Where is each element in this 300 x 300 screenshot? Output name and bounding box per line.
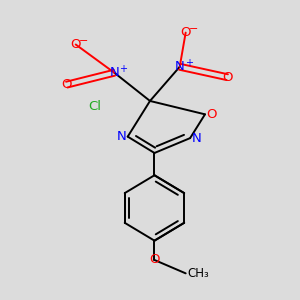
Text: O: O	[70, 38, 81, 51]
Text: N: N	[116, 130, 126, 143]
Text: O: O	[206, 108, 217, 121]
Text: O: O	[149, 254, 160, 266]
Text: CH₃: CH₃	[187, 267, 209, 280]
Text: N: N	[192, 132, 201, 145]
Text: O: O	[180, 26, 191, 39]
Text: +: +	[119, 64, 127, 74]
Text: +: +	[184, 58, 193, 68]
Text: O: O	[222, 71, 232, 84]
Text: N: N	[110, 66, 119, 79]
Text: −: −	[79, 36, 89, 46]
Text: N: N	[175, 60, 184, 73]
Text: O: O	[61, 78, 72, 91]
Text: Cl: Cl	[88, 100, 101, 113]
Text: −: −	[189, 24, 199, 34]
